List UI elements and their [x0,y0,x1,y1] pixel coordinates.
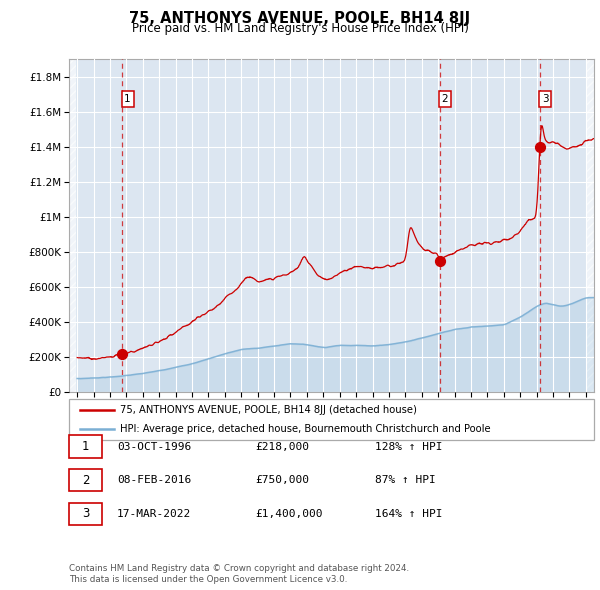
Text: 2: 2 [82,474,89,487]
Text: 75, ANTHONYS AVENUE, POOLE, BH14 8JJ: 75, ANTHONYS AVENUE, POOLE, BH14 8JJ [130,11,470,25]
Text: £218,000: £218,000 [255,442,309,451]
Text: 1: 1 [82,440,89,453]
Text: 08-FEB-2016: 08-FEB-2016 [117,476,191,485]
Text: This data is licensed under the Open Government Licence v3.0.: This data is licensed under the Open Gov… [69,575,347,584]
Point [435,256,445,266]
Text: 1: 1 [124,94,131,104]
Point [118,349,127,359]
Text: Price paid vs. HM Land Registry's House Price Index (HPI): Price paid vs. HM Land Registry's House … [131,22,469,35]
Point [535,142,545,152]
Text: 17-MAR-2022: 17-MAR-2022 [117,509,191,519]
Text: £750,000: £750,000 [255,476,309,485]
Text: 3: 3 [82,507,89,520]
Text: 3: 3 [542,94,548,104]
Text: 87% ↑ HPI: 87% ↑ HPI [375,476,436,485]
Text: 75, ANTHONYS AVENUE, POOLE, BH14 8JJ (detached house): 75, ANTHONYS AVENUE, POOLE, BH14 8JJ (de… [120,405,417,415]
Text: HPI: Average price, detached house, Bournemouth Christchurch and Poole: HPI: Average price, detached house, Bour… [120,424,491,434]
Text: Contains HM Land Registry data © Crown copyright and database right 2024.: Contains HM Land Registry data © Crown c… [69,565,409,573]
Text: 164% ↑ HPI: 164% ↑ HPI [375,509,443,519]
Text: 03-OCT-1996: 03-OCT-1996 [117,442,191,451]
Text: 128% ↑ HPI: 128% ↑ HPI [375,442,443,451]
Text: £1,400,000: £1,400,000 [255,509,323,519]
Text: 2: 2 [442,94,448,104]
